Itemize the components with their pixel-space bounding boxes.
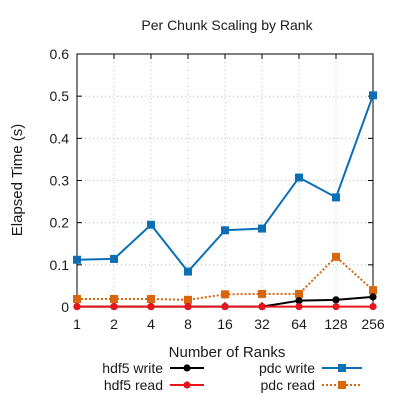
x-tick-label: 2 (110, 316, 118, 332)
legend-label-pdc-write: pdc write (259, 360, 315, 376)
legend-label-hdf5-read: hdf5 read (104, 377, 163, 393)
x-tick-label: 256 (361, 316, 385, 332)
axis-ticks: 0 0.1 0.2 0.3 0.4 0.5 0.6 1 2 4 8 16 32 64 128 256 (50, 46, 385, 332)
data-point-hdf5-write (369, 293, 377, 301)
y-tick-label: 0 (61, 299, 69, 315)
y-tick-label: 0.4 (50, 130, 70, 146)
data-point-hdf5-read (258, 302, 266, 311)
data-point-pdc-write (184, 267, 192, 276)
data-point-pdc-write (258, 224, 266, 233)
x-tick-label: 128 (324, 316, 348, 332)
data-point-hdf5-write (332, 296, 340, 304)
x-tick-label: 4 (147, 316, 155, 332)
data-point-hdf5-read (147, 302, 155, 311)
x-tick-label: 32 (254, 316, 270, 332)
data-point-pdc-read (73, 294, 81, 303)
legend-marker-hdf5-read (183, 381, 191, 389)
data-point-pdc-read (295, 289, 303, 298)
legend-marker-hdf5-write (183, 364, 191, 372)
data-point-hdf5-write (295, 297, 303, 305)
series-group (73, 91, 377, 311)
y-tick-label: 0.1 (50, 257, 70, 273)
data-point-hdf5-read (221, 302, 229, 311)
data-point-hdf5-read (369, 302, 377, 311)
data-point-pdc-read (110, 294, 118, 303)
grid (77, 54, 373, 307)
legend-marker-pdc-write (338, 364, 346, 372)
legend-label-pdc-read: pdc read (261, 377, 315, 393)
legend-marker-pdc-read (338, 381, 346, 389)
x-tick-label: 8 (184, 316, 192, 332)
data-point-pdc-write (73, 255, 81, 264)
data-point-pdc-read (147, 294, 155, 303)
legend-label-hdf5-write: hdf5 write (102, 360, 163, 376)
data-point-pdc-write (110, 254, 118, 263)
data-point-hdf5-read (332, 302, 340, 311)
x-tick-label: 16 (217, 316, 233, 332)
x-tick-label: 1 (73, 316, 81, 332)
data-point-pdc-read (369, 286, 377, 295)
data-point-hdf5-read (73, 302, 81, 311)
data-point-pdc-write (295, 173, 303, 182)
data-point-pdc-write (147, 220, 155, 229)
data-point-pdc-write (332, 193, 340, 202)
data-point-hdf5-read (295, 302, 303, 311)
chart-title: Per Chunk Scaling by Rank (141, 17, 313, 33)
data-point-pdc-read (184, 295, 192, 304)
x-axis-label: Number of Ranks (169, 344, 286, 361)
y-axis-label: Elapsed Time (s) (9, 124, 26, 237)
y-tick-label: 0.3 (50, 173, 70, 189)
data-point-hdf5-read (184, 302, 192, 311)
data-point-pdc-write (221, 226, 229, 235)
y-tick-label: 0.5 (50, 88, 70, 104)
data-point-hdf5-read (110, 302, 118, 311)
data-point-pdc-read (258, 289, 266, 298)
x-tick-label: 64 (291, 316, 307, 332)
y-tick-label: 0.2 (50, 215, 70, 231)
data-point-pdc-read (332, 252, 340, 261)
data-point-pdc-read (221, 290, 229, 299)
data-point-pdc-write (369, 91, 377, 100)
y-tick-label: 0.6 (50, 46, 70, 62)
